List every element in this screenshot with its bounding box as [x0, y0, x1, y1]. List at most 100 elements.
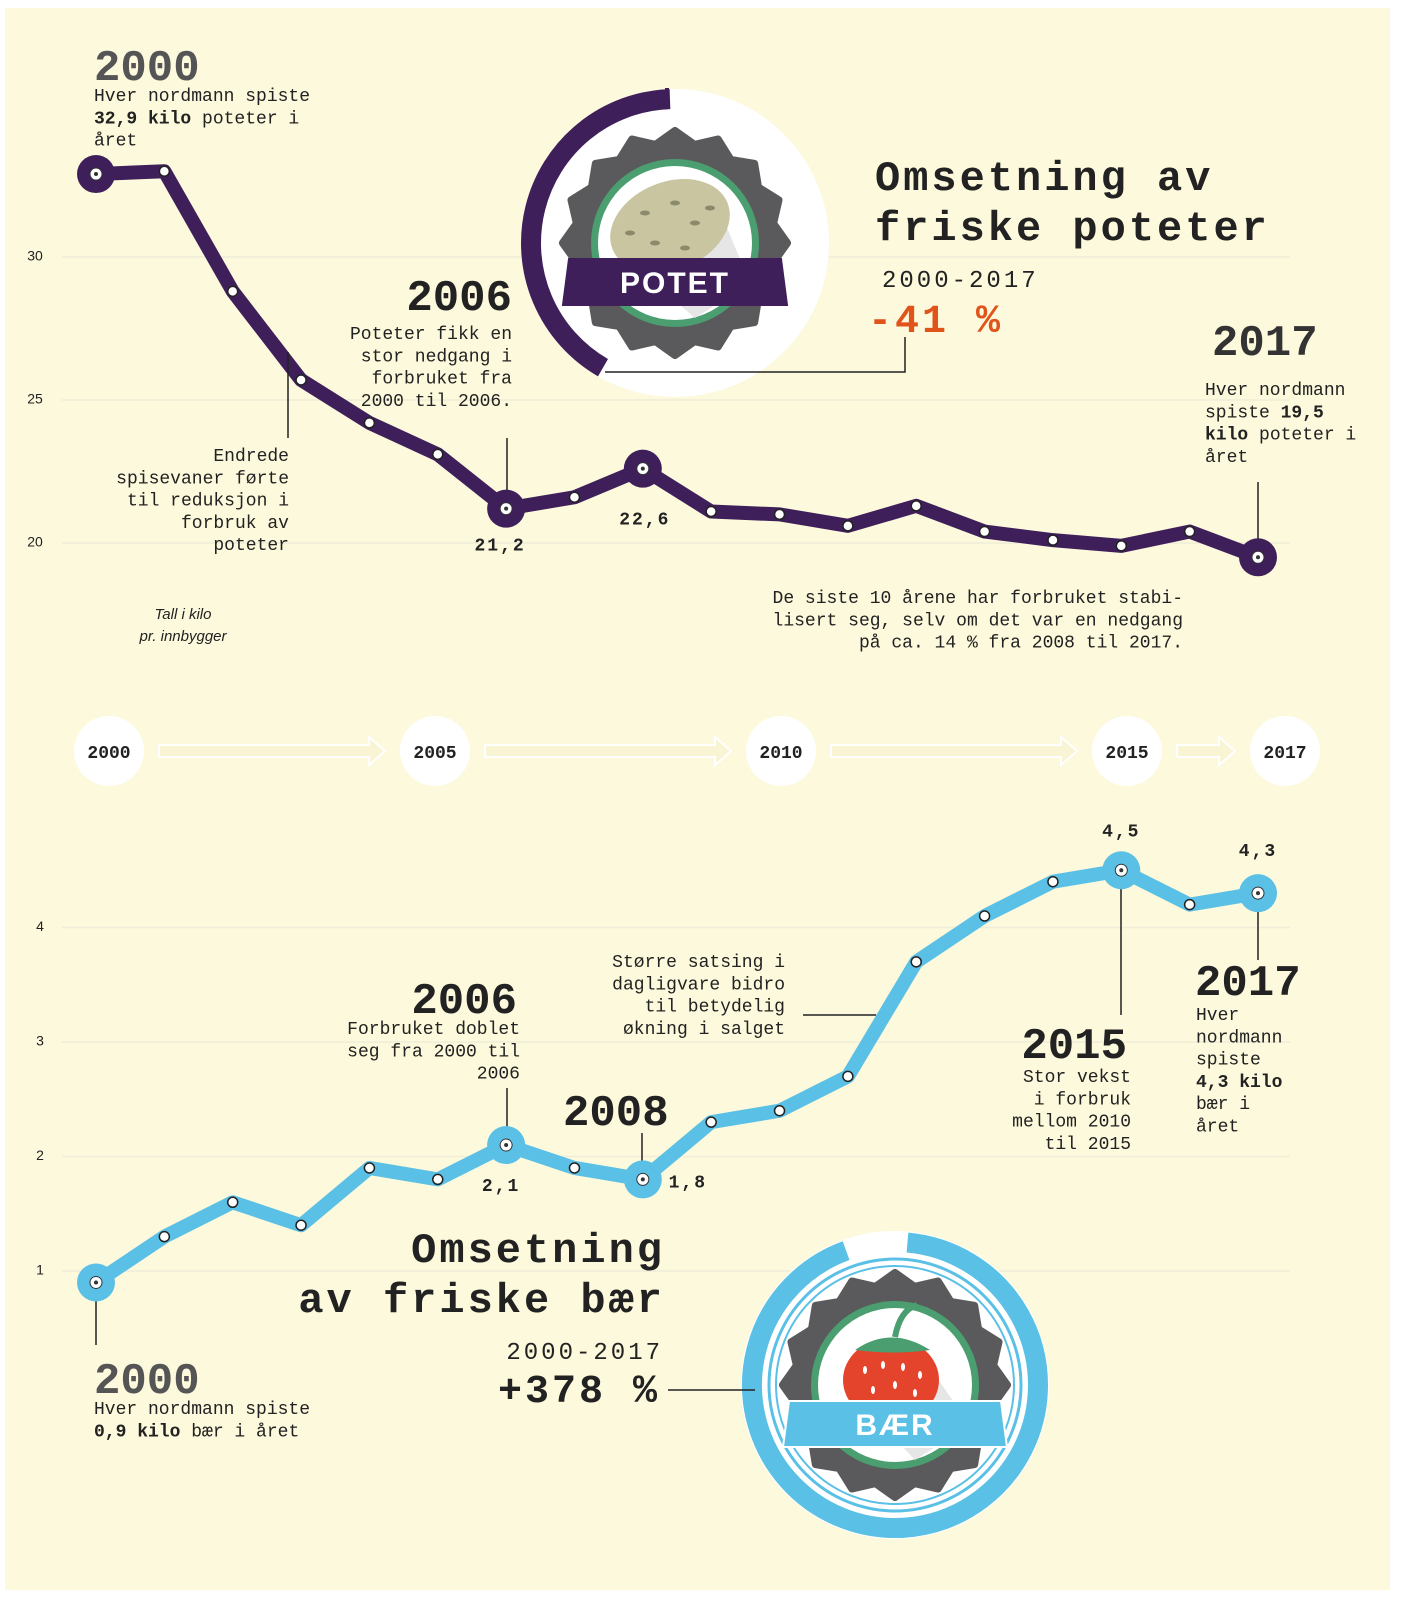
point [569, 492, 579, 502]
point [228, 286, 238, 296]
annotation-text: spiste [1205, 403, 1281, 423]
potato-spot [650, 241, 660, 246]
annotation-line: 2006 [477, 1065, 520, 1085]
chart-title: Omsetning [411, 1227, 665, 1275]
annotation-line: til reduksjon i [127, 492, 289, 512]
annotation-line: poteter [213, 536, 289, 556]
annotation-line: bær i [1196, 1095, 1250, 1115]
badge-label: POTET [620, 267, 730, 300]
potato-spot [705, 206, 715, 211]
infographic: 20002005201020152017202530POTETOmsetning… [0, 0, 1417, 1598]
point [364, 418, 374, 428]
annotation-line: 0,9 kilo bær i året [94, 1422, 299, 1442]
timeline-label: 2005 [413, 744, 456, 764]
point-dot [94, 172, 98, 176]
value-label: 4,3 [1239, 842, 1277, 862]
point-dot [504, 1143, 508, 1147]
annotation-bold: kilo [1205, 426, 1248, 446]
y-tick-label: 4 [36, 918, 44, 934]
annotation-text: poteter i [1248, 426, 1356, 446]
point [911, 501, 921, 511]
potato-spot [625, 231, 635, 236]
annotation-line: Større satsing i [612, 953, 785, 973]
point-dot [504, 507, 508, 511]
annotation-line: De siste 10 årene har forbruket stabi- [773, 589, 1183, 609]
potato-spot [690, 221, 700, 226]
point [569, 1163, 579, 1173]
potato-spot [670, 201, 680, 206]
annotation-line: nordmann [1196, 1028, 1282, 1048]
annotation-bold: 4,3 kilo [1196, 1073, 1282, 1093]
point [1116, 541, 1126, 551]
point [775, 1106, 785, 1116]
point [1048, 535, 1058, 545]
point [364, 1163, 374, 1173]
timeline-label: 2015 [1105, 744, 1148, 764]
annotation-line: 32,9 kilo poteter i [94, 109, 299, 129]
annotation-line: forbruket fra [372, 370, 513, 390]
annotation-line: på ca. 14 % fra 2008 til 2017. [859, 634, 1183, 654]
point [706, 1117, 716, 1127]
point-dot [641, 1177, 645, 1181]
point [843, 1071, 853, 1081]
point [296, 375, 306, 385]
value-label: 1,8 [669, 1173, 707, 1193]
chart-title: friske poteter [875, 205, 1270, 253]
strawberry-seed [863, 1366, 867, 1374]
annotation-bold: 32,9 kilo [94, 109, 191, 129]
annotation-line: seg fra 2000 til [347, 1042, 520, 1062]
annotation-line: spiste 19,5 [1205, 403, 1324, 423]
annotation-line: Forbruket doblet [347, 1020, 520, 1040]
potato-spot [680, 246, 690, 251]
annotation-line: 2000 til 2006. [361, 392, 512, 412]
point-dot [1256, 555, 1260, 559]
change: +378 % [498, 1370, 660, 1415]
annotation-heading: 2017 [1212, 319, 1318, 369]
point [1185, 527, 1195, 537]
annotation-line: til betydelig [645, 998, 785, 1018]
value-label: 22,6 [619, 511, 670, 531]
annotation-line: til 2015 [1045, 1135, 1131, 1155]
point [911, 957, 921, 967]
annotation-line: året [1196, 1118, 1239, 1138]
badge-label: BÆR [855, 1409, 934, 1442]
point [775, 509, 785, 519]
annotation-line: året [1205, 448, 1248, 468]
strawberry-seed [881, 1361, 885, 1369]
point [433, 449, 443, 459]
point [296, 1220, 306, 1230]
unit-note: pr. innbygger [139, 628, 228, 645]
timeline-label: 2000 [87, 744, 130, 764]
annotation-text: poteter i [191, 109, 299, 129]
chart-title: Omsetning av [875, 155, 1213, 203]
annotation-heading: 2017 [1195, 959, 1301, 1009]
point [706, 507, 716, 517]
point-dot [1256, 891, 1260, 895]
annotation-line: økning i salget [623, 1020, 785, 1040]
y-tick-label: 1 [36, 1262, 44, 1278]
point [228, 1197, 238, 1207]
chart-title: av friske bær [298, 1277, 665, 1325]
annotation-heading: 2015 [1021, 1022, 1127, 1072]
annotation-line: Stor vekst [1023, 1068, 1131, 1088]
annotation-line: Hver nordmann spiste [94, 87, 310, 107]
change: -41 % [868, 300, 1003, 345]
annotation-line: mellom 2010 [1012, 1113, 1131, 1133]
value-label: 4,5 [1102, 822, 1140, 842]
point [1185, 900, 1195, 910]
annotation-line: Endrede [213, 447, 289, 467]
strawberry-seed [918, 1371, 922, 1379]
point [159, 1232, 169, 1242]
timeline-label: 2017 [1263, 744, 1306, 764]
y-tick-label: 2 [36, 1147, 44, 1163]
point [1048, 877, 1058, 887]
annotation-line: lisert seg, selv om det var en nedgang [773, 611, 1183, 631]
period: 2000-2017 [506, 1340, 663, 1367]
point-dot [1119, 868, 1123, 872]
annotation-line: Hver nordmann spiste [94, 1400, 310, 1420]
annotation-line: forbruk av [181, 514, 289, 534]
point-dot [641, 467, 645, 471]
strawberry-seed [901, 1363, 905, 1371]
annotation-line: i forbruk [1034, 1090, 1131, 1110]
annotation-text: bær i året [180, 1422, 299, 1442]
